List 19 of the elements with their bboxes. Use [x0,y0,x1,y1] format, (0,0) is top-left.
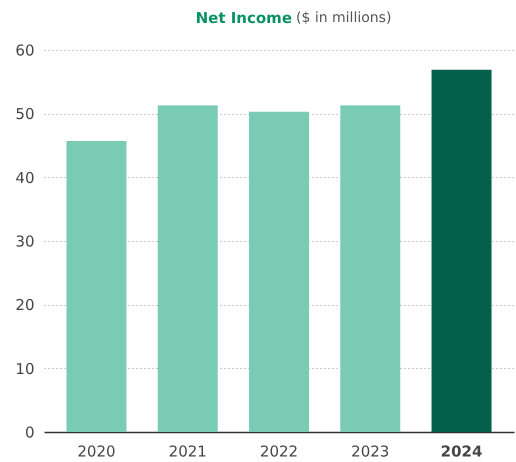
chart-subtitle: ($ in millions) [296,10,392,26]
bar [158,105,218,432]
bar [340,105,400,432]
x-tick-label: 2020 [77,442,116,460]
bar [66,141,126,432]
chart-title: Net Income [196,9,292,27]
x-tick-label: 2024 [440,442,482,460]
x-tick-label: 2022 [260,442,298,460]
y-tick-label: 20 [15,296,34,314]
y-tick-label: 0 [24,424,34,442]
x-tick-label: 2023 [351,442,390,460]
y-tick-label: 40 [15,168,34,187]
y-tick-label: 50 [15,105,34,124]
bar [432,70,492,432]
bar [249,112,309,432]
x-tick-label: 2021 [168,442,207,460]
y-tick-label: 10 [15,360,34,378]
y-tick-label: 60 [15,42,34,60]
y-tick-label: 30 [15,232,34,250]
